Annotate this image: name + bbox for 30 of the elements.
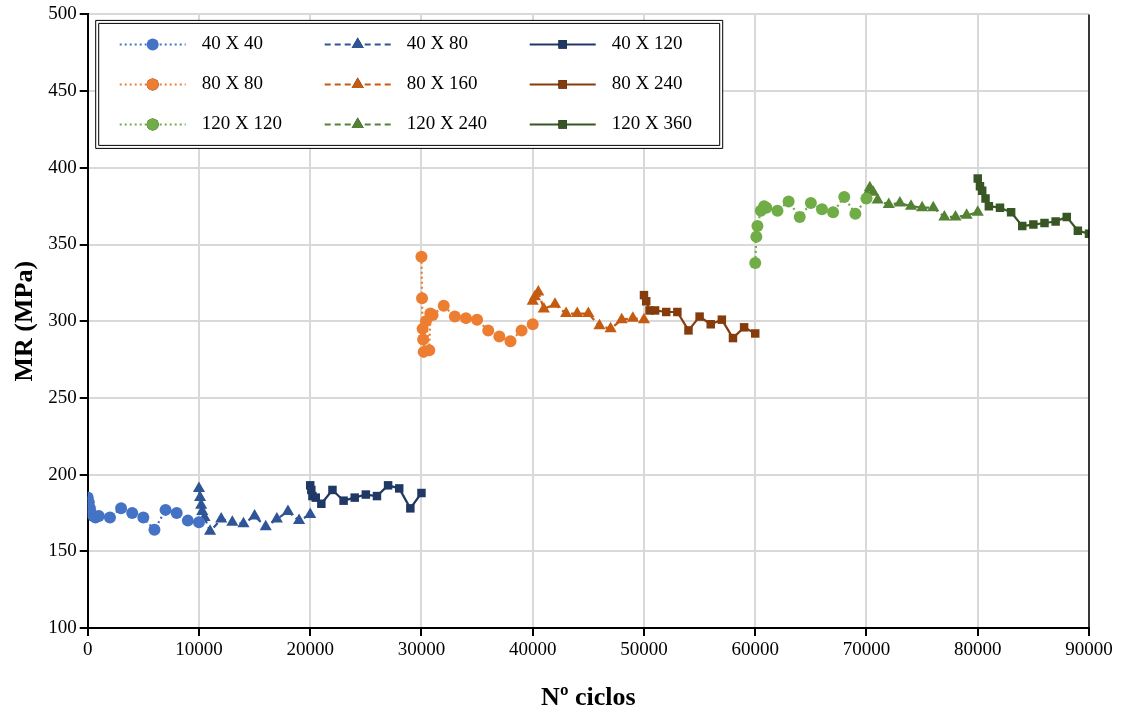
x-tick-label: 40000 [508,638,557,660]
legend-label: 80 X 240 [611,72,683,94]
x-tick-label: 90000 [1065,638,1113,660]
y-axis-title: MR (MPa) [9,260,39,382]
y-tick-label: 400 [48,155,77,177]
legend-label: 80 X 80 [201,72,263,94]
y-tick-label: 200 [48,462,77,484]
y-tick-label: 350 [48,232,77,254]
x-axis-title: Nº ciclos [541,682,636,712]
legend-label: 40 X 40 [201,32,263,54]
y-tick-label: 250 [48,385,77,407]
y-tick-label: 500 [48,2,77,24]
legend-label: 120 X 120 [201,112,282,134]
legend-label: 80 X 160 [406,72,478,94]
legend-label: 120 X 240 [406,112,487,134]
legend-label: 120 X 360 [611,112,692,134]
legend-label: 40 X 80 [406,32,468,54]
y-tick-label: 300 [48,309,77,331]
x-tick-label: 10000 [175,638,223,660]
y-tick-label: 150 [48,539,77,561]
x-tick-label: 80000 [953,638,1002,660]
x-tick-label: 20000 [286,638,334,660]
x-tick-label: 60000 [731,638,779,660]
y-tick-label: 450 [48,79,77,101]
legend-label: 40 X 120 [611,32,683,54]
x-tick-label: 50000 [620,638,668,660]
y-tick-label: 100 [48,615,77,637]
x-tick-label: 30000 [397,638,446,660]
x-tick-label: 0 [82,638,93,660]
x-tick-label: 70000 [842,638,891,660]
